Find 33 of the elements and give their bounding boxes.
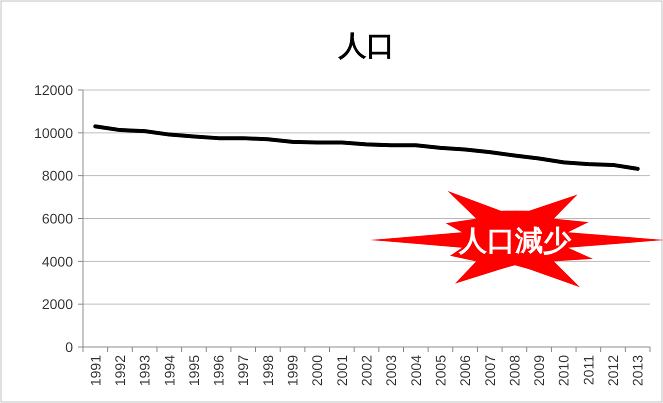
y-tick-label: 6000: [42, 210, 74, 226]
x-tick-label: 2007: [482, 354, 498, 386]
x-tick-label: 1992: [112, 354, 128, 386]
y-tick-label: 8000: [42, 168, 74, 184]
x-tick-label: 2013: [630, 354, 646, 386]
x-tick-label: 2009: [531, 354, 548, 386]
x-tick-label: 2008: [506, 354, 522, 386]
y-tick-label: 0: [65, 339, 74, 355]
x-tick-label: 2001: [334, 354, 350, 386]
x-tick-label: 2004: [408, 354, 424, 386]
x-tick-label: 1997: [235, 354, 252, 386]
x-tick-label: 2002: [358, 354, 374, 386]
x-tick-label: 1994: [161, 354, 178, 386]
x-tick-label: 2000: [309, 354, 326, 386]
y-tick-label: 2000: [42, 296, 74, 312]
x-tick-label: 1998: [260, 354, 276, 386]
x-tick-label: 1993: [136, 354, 153, 386]
x-tick-label: 1999: [284, 354, 301, 386]
x-tick-label: 1995: [186, 354, 202, 386]
x-tick-label: 1991: [87, 354, 104, 386]
y-tick-label: 4000: [42, 253, 74, 270]
line-series: [93, 124, 640, 171]
x-tick-label: 2011: [580, 354, 596, 386]
chart-title: 人口: [338, 30, 394, 61]
x-tick-label: 2003: [383, 354, 400, 386]
x-tick-label: 2012: [605, 354, 622, 386]
x-tick-label: 2010: [556, 354, 572, 386]
x-tick-label: 2005: [432, 354, 448, 386]
x-tick-label: 1996: [210, 354, 227, 386]
x-tick-label: 2006: [457, 354, 474, 386]
annotation: 人口減少: [458, 225, 572, 256]
y-tick-label: 12000: [34, 82, 74, 98]
y-tick-label: 10000: [34, 124, 74, 141]
